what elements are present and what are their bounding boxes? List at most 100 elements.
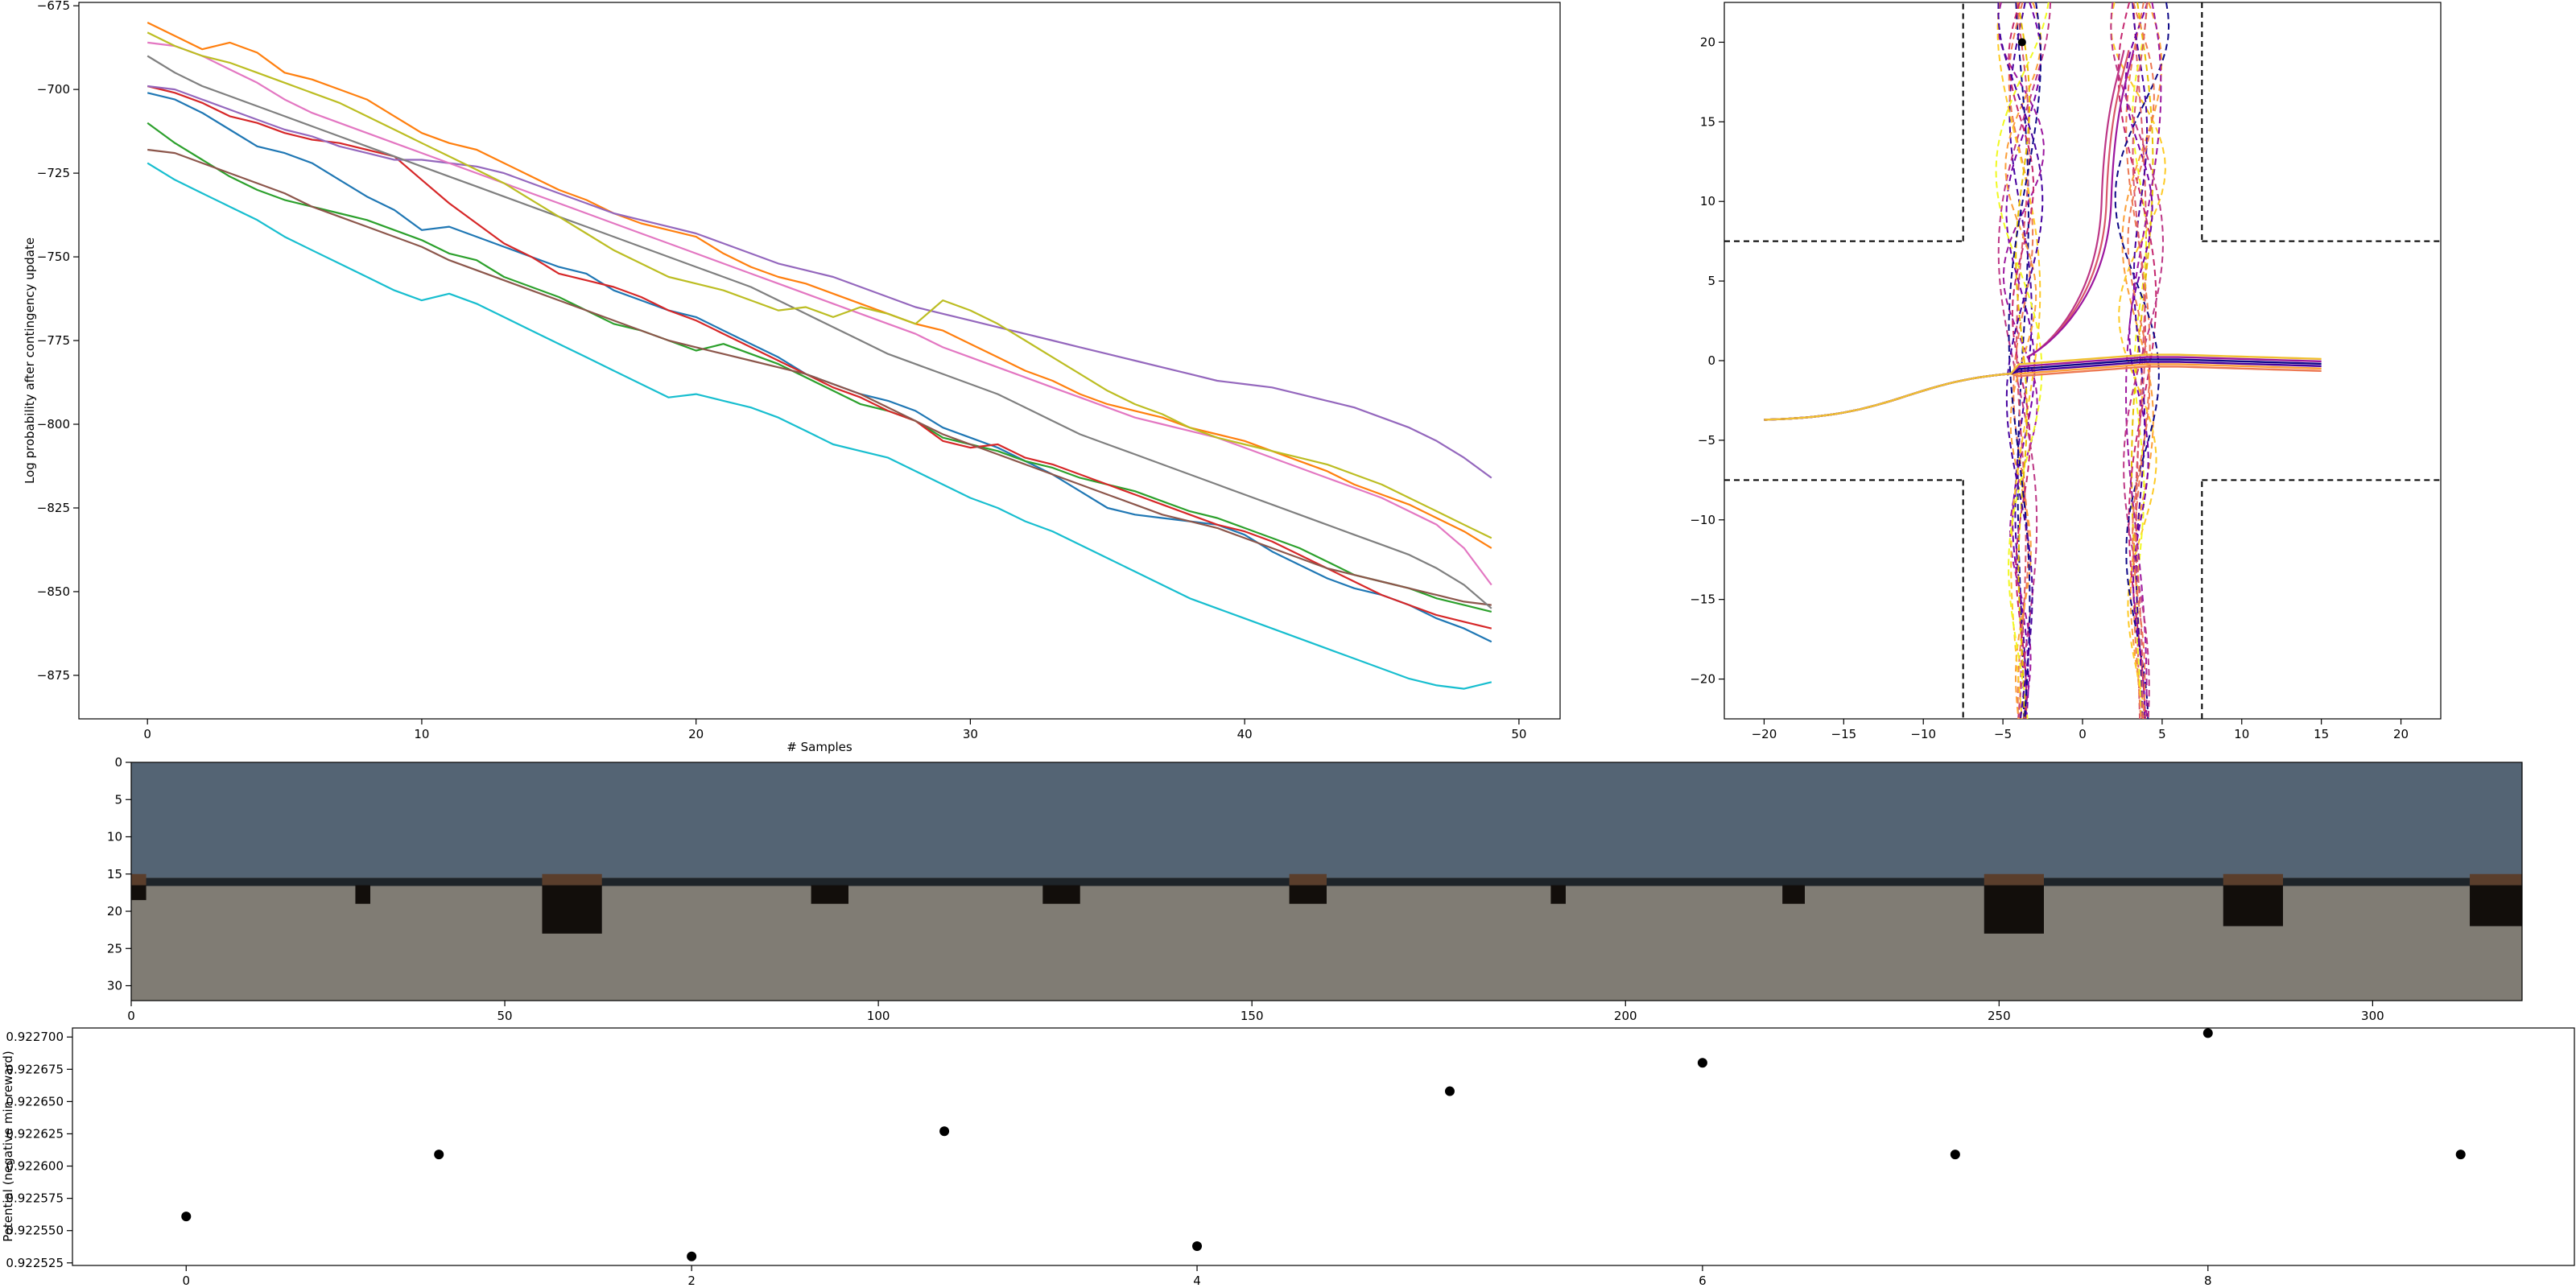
p2-x-tick-label: 150	[1241, 1009, 1264, 1023]
p1-x-tick-label: 10	[2234, 727, 2249, 741]
plot-area	[72, 1027, 2575, 1266]
sky-region	[131, 762, 2522, 878]
p1-y-tick-label: 0	[1707, 353, 1715, 368]
vehicle-trajectory	[1764, 353, 2322, 421]
p1-y-tick-label: 15	[1700, 114, 1715, 129]
series-line-6	[147, 148, 1492, 606]
pedestrian-trajectory-right	[2132, 2, 2148, 720]
p3-y-tick-label: 0.922625	[6, 1126, 64, 1141]
data-point	[181, 1212, 192, 1222]
p2-y-tick-label: 15	[107, 867, 122, 881]
object-shadow	[811, 885, 848, 904]
series-line-9	[147, 31, 1492, 539]
p0-y-tick-label: −700	[37, 82, 70, 97]
pedestrian-trajectory-left	[1997, 2, 2044, 720]
p2-y-tick-label: 20	[107, 904, 122, 919]
object-shadow	[1782, 885, 1805, 904]
object-roof	[542, 873, 602, 886]
object-roof	[1289, 873, 1327, 886]
p1-y-tick-label: −10	[1690, 513, 1715, 527]
p2-y-tick-label: 5	[114, 792, 122, 807]
p1-y-tick-label: 10	[1700, 194, 1715, 208]
object-shadow	[355, 885, 370, 904]
p3-y-tick-label: 0.922575	[6, 1191, 64, 1206]
series-line-8	[147, 55, 1492, 609]
object-roof	[1984, 873, 2044, 886]
pedestrian-trajectory-left	[2004, 2, 2042, 720]
p0-y-tick-label: −775	[37, 333, 70, 348]
plot-area	[78, 2, 1561, 720]
data-point	[1697, 1058, 1707, 1068]
p1-x-tick-label: 20	[2393, 727, 2409, 741]
y-axis-label: Potential (negative min reward)	[1, 1051, 15, 1242]
p1-x-tick-label: 5	[2158, 727, 2166, 741]
object-roof	[131, 873, 147, 886]
object-shadow	[1550, 885, 1566, 904]
data-point	[687, 1251, 697, 1261]
p3-y-tick-label: 0.922600	[6, 1159, 64, 1174]
series-line-5	[147, 85, 1492, 479]
pedestrian-trajectory-left	[2008, 2, 2034, 720]
p0-x-tick-label: 10	[414, 727, 429, 741]
pedestrian-trajectory-left	[2015, 2, 2031, 720]
p3-x-tick-label: 2	[687, 1274, 696, 1288]
p2-x-tick-label: 50	[497, 1009, 513, 1023]
object-roof	[2223, 873, 2283, 886]
data-point	[939, 1126, 950, 1137]
potential-scatter-chart: 0 2 4 6 8 0.922700 0.922675 0.922650 0.922625 0.9…	[1, 1027, 2575, 1288]
p0-y-tick-label: −725	[37, 166, 70, 180]
p1-y-tick-label: 20	[1700, 35, 1715, 49]
plot-area	[1724, 2, 2442, 720]
p1-y-tick-label: −20	[1690, 672, 1715, 687]
p1-x-tick-label: 0	[2079, 727, 2087, 741]
data-point	[1192, 1241, 1203, 1251]
object-shadow	[2470, 885, 2522, 927]
p1-x-tick-label: −10	[1910, 727, 1936, 741]
object-roof	[2470, 873, 2522, 886]
p3-x-tick-label: 8	[2204, 1274, 2212, 1288]
series-line-3	[147, 122, 1492, 613]
object-shadow	[2223, 885, 2283, 927]
p3-x-tick-label: 4	[1193, 1274, 1201, 1288]
p0-y-tick-label: −875	[37, 668, 70, 683]
p3-y-tick-label: 0.922700	[6, 1030, 64, 1044]
trajectory-chart: −20 −15 −10 −5 0 5 10 15 20 20 15 10 5 0 −5 −10 −15 −20	[1690, 2, 2442, 741]
object-shadow	[131, 885, 147, 901]
p0-x-tick-label: 20	[688, 727, 704, 741]
data-point	[434, 1150, 444, 1160]
series-line-10	[147, 162, 1492, 690]
p0-x-tick-label: 30	[963, 727, 978, 741]
p2-x-tick-label: 0	[127, 1009, 135, 1023]
p0-y-tick-label: −675	[37, 0, 70, 13]
p0-y-tick-label: −850	[37, 584, 70, 599]
p2-x-tick-label: 300	[2361, 1009, 2384, 1023]
pedestrian-trajectory-left	[1996, 2, 2046, 720]
p3-y-tick-label: 0.922650	[6, 1094, 64, 1108]
series-line-7	[147, 41, 1492, 586]
p2-x-tick-label: 250	[1988, 1009, 2011, 1023]
p2-y-tick-label: 0	[114, 755, 122, 770]
x-axis-label: # Samples	[786, 740, 852, 754]
data-point	[1444, 1086, 1455, 1096]
p2-y-tick-label: 25	[107, 941, 122, 956]
p2-x-tick-label: 200	[1614, 1009, 1637, 1023]
data-point	[1950, 1150, 1960, 1160]
p1-x-tick-label: −20	[1752, 727, 1777, 741]
pedestrian-trajectory-left	[1996, 2, 2041, 720]
pedestrian-trajectory-right	[2117, 2, 2157, 720]
p0-y-tick-label: −800	[37, 417, 70, 431]
start-marker	[2017, 38, 2026, 47]
object-shadow	[1289, 885, 1327, 904]
p3-y-tick-label: 0.922675	[6, 1062, 64, 1076]
p2-y-tick-label: 10	[107, 830, 122, 844]
p3-x-tick-label: 0	[182, 1274, 190, 1288]
p0-x-tick-label: 0	[143, 727, 151, 741]
p3-x-tick-label: 6	[1699, 1274, 1707, 1288]
p1-x-tick-label: −15	[1831, 727, 1857, 741]
image-frame	[130, 762, 2523, 1001]
p2-x-tick-label: 100	[867, 1009, 890, 1023]
series-line-4	[147, 85, 1492, 630]
data-point	[2202, 1028, 2213, 1038]
p3-y-tick-label: 0.922550	[6, 1224, 64, 1238]
